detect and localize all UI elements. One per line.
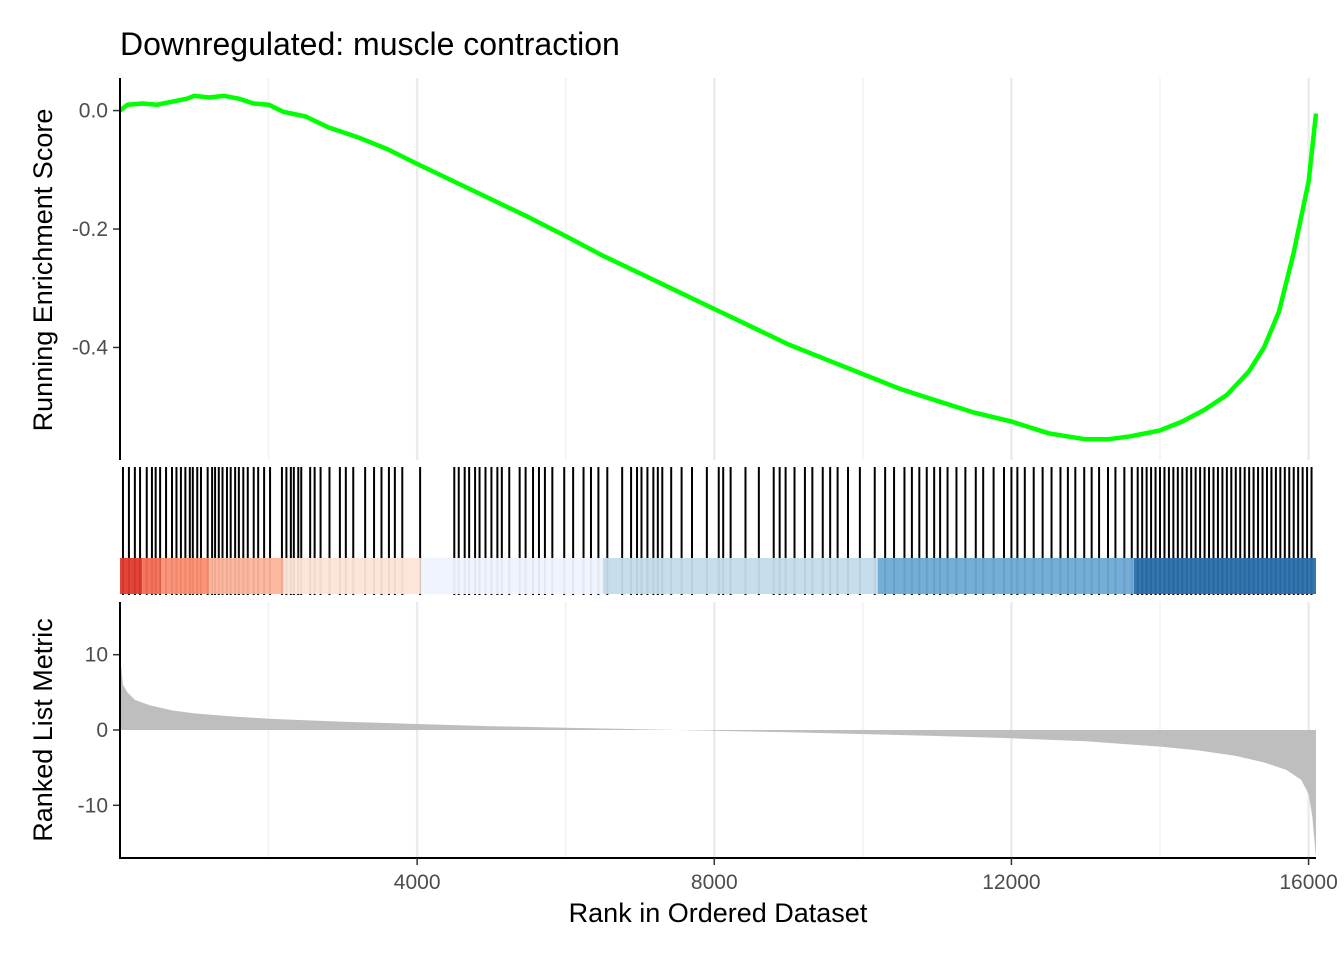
running-score-y-label: Running Enrichment Score <box>28 109 58 432</box>
color-bar-segment <box>209 558 284 594</box>
running-score-gridlines <box>267 78 1310 460</box>
color-bar-segment <box>160 558 210 594</box>
y-tick-label: -0.2 <box>72 218 108 241</box>
x-tick-label: 12000 <box>982 871 1040 894</box>
x-tick-label: 16000 <box>1279 871 1337 894</box>
x-tick-label: 8000 <box>691 871 738 894</box>
ranked-metric-y-label: Ranked List Metric <box>28 618 58 842</box>
color-bar-segment <box>420 558 603 594</box>
x-tick-label: 4000 <box>394 871 441 894</box>
x-ticks: 4000 8000 12000 16000 <box>394 858 1338 894</box>
y-tick-label: 0.0 <box>79 100 108 123</box>
color-bar-segment <box>142 558 161 594</box>
color-bar-segment <box>1134 558 1316 594</box>
color-bar-segment <box>283 558 421 594</box>
y-tick-label: 10 <box>85 644 108 667</box>
ranked-metric-y-ticks: 10 0 -10 <box>78 644 120 817</box>
color-bar-segment <box>877 558 1134 594</box>
color-bar-segment <box>120 558 143 594</box>
chart-title: Downregulated: muscle contraction <box>120 26 620 62</box>
running-score-line <box>118 93 1319 442</box>
x-axis-label: Rank in Ordered Dataset <box>569 898 868 928</box>
color-bar-segment <box>602 558 878 594</box>
rank-color-bar <box>120 558 1316 594</box>
y-tick-label: 0 <box>96 719 108 742</box>
running-score-y-ticks: 0.0 -0.2 -0.4 <box>72 100 120 359</box>
y-tick-label: -0.4 <box>72 336 109 359</box>
y-tick-label: -10 <box>78 794 108 817</box>
